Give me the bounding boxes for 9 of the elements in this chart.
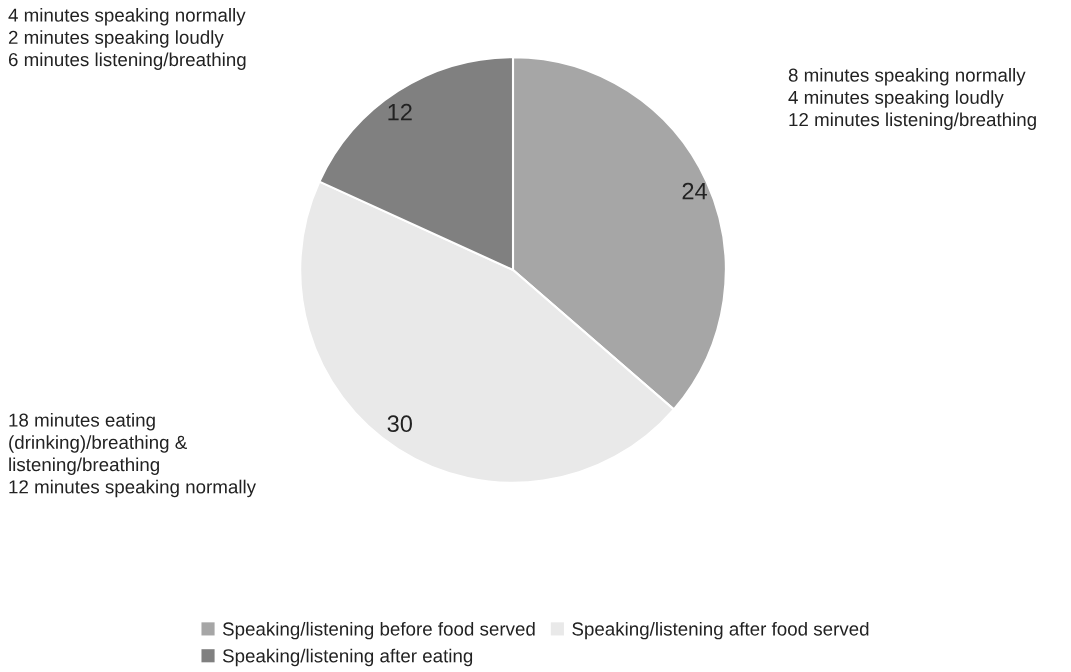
legend-label: Speaking/listening before food served [222,621,535,640]
text: 8 minutes speaking normally 4 minutes speaking loudly 12 minutes listening/breathing [788,68,1036,130]
data-label: 12 [388,103,412,121]
text: 18 minutes eating (drinking)/breathing & listening/breathing 12 minutes speaking normally [9,413,257,498]
data-label: 30 [387,415,412,433]
text: 4 minutes speaking normally 2 minutes speaking loudly 6 minutes listening/breathing [8,8,246,70]
data-label: 24 [682,182,707,200]
legend-label: Speaking/listening after eating [222,648,473,667]
legend-label: Speaking/listening after food served [572,621,869,640]
